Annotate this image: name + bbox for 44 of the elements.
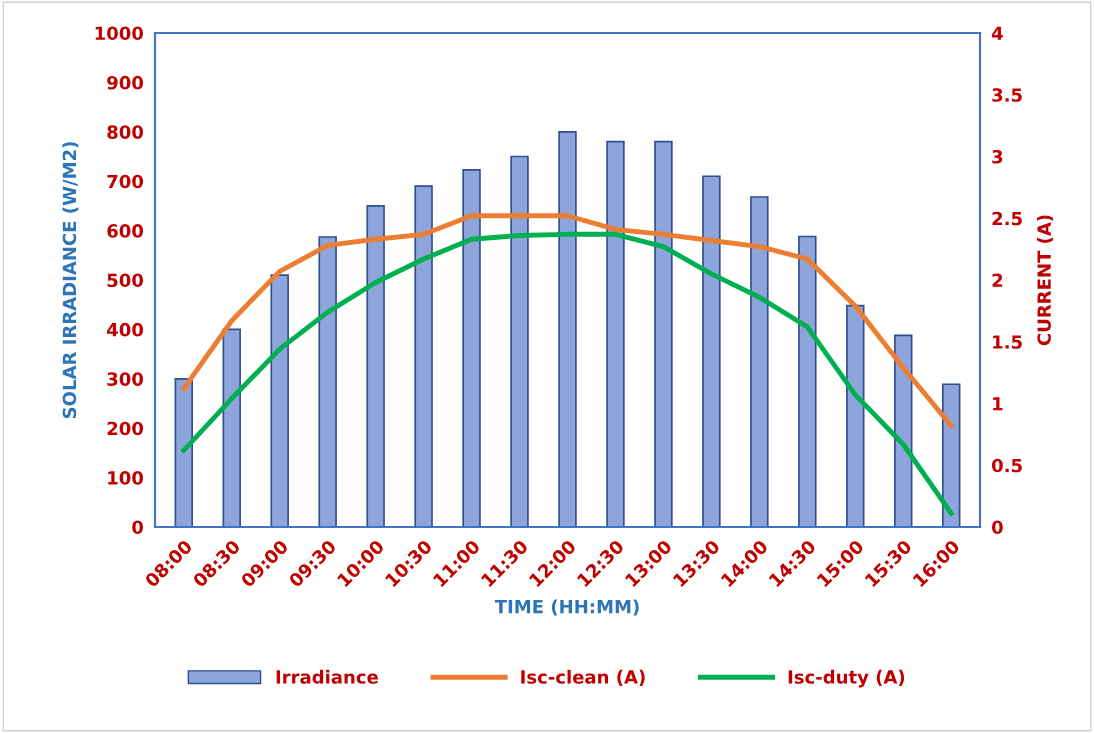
y-axis-title: SOLAR IRRADIANCE (W/M2) xyxy=(62,142,79,419)
y-tick-label: 700 xyxy=(107,174,144,189)
y-tick-label: 600 xyxy=(107,224,144,238)
y-tick-label: 900 xyxy=(107,75,144,90)
bar xyxy=(750,196,769,527)
bar xyxy=(222,328,241,527)
bar xyxy=(414,185,433,527)
line-series xyxy=(181,231,954,516)
line-series xyxy=(181,213,954,429)
y-tick-label: 300 xyxy=(107,372,144,386)
y-tick-label: 200 xyxy=(107,421,144,436)
x-axis-title: TIME (HH:MM) xyxy=(494,599,639,616)
y-tick-label: 400 xyxy=(107,322,144,337)
bar xyxy=(702,175,721,527)
y2-tick-label: 2.5 xyxy=(992,211,1022,226)
bar xyxy=(318,236,337,527)
y2-tick-label: 4 xyxy=(991,26,1003,40)
y-tick-label: 100 xyxy=(108,471,144,485)
bar xyxy=(558,130,577,527)
bar xyxy=(366,205,385,527)
bar xyxy=(462,169,481,527)
legend-label: Isc-clean (A) xyxy=(521,669,645,686)
y2-tick-label: 2 xyxy=(992,273,1003,287)
bar xyxy=(654,140,673,527)
bar xyxy=(270,274,289,527)
y-tick-label: 0 xyxy=(132,520,144,535)
y-tick-label: 800 xyxy=(107,125,144,139)
y-tick-label: 1000 xyxy=(95,26,144,41)
bar xyxy=(510,155,529,527)
y2-tick-label: 1 xyxy=(993,397,1003,411)
bar xyxy=(846,304,865,527)
bar xyxy=(174,377,194,527)
legend-label: Irradiance xyxy=(276,669,378,684)
bar xyxy=(606,140,625,527)
y-tick-label: 500 xyxy=(107,273,144,288)
y2-axis-title: CURRENT (A) xyxy=(1037,215,1054,346)
y2-tick-label: 1.5 xyxy=(993,335,1022,349)
y2-tick-label: 0 xyxy=(991,520,1003,535)
bar xyxy=(798,235,817,527)
y2-tick-label: 3.5 xyxy=(992,88,1022,102)
y2-tick-label: 3 xyxy=(992,149,1003,164)
legend-label: Isc-duty (A) xyxy=(788,669,905,688)
y2-tick-label: 0.5 xyxy=(991,458,1022,473)
bar xyxy=(941,383,961,527)
